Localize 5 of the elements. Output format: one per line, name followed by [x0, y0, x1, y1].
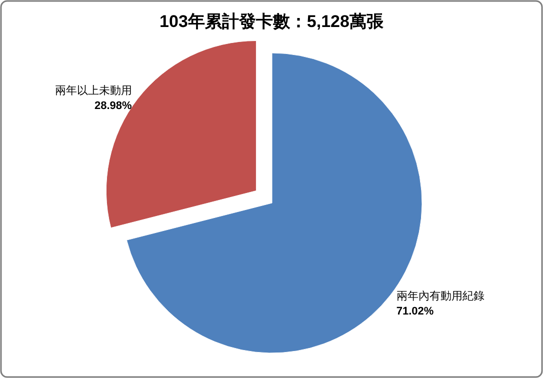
slice-label: 兩年內有動用紀錄 [396, 290, 484, 303]
data-label: 28.98% [94, 100, 132, 112]
data-label: 71.02% [396, 306, 434, 318]
chart-title: 103年累計發卡數：5,128萬張 [160, 12, 384, 31]
slice-label: 兩年以上未動用 [54, 84, 132, 98]
